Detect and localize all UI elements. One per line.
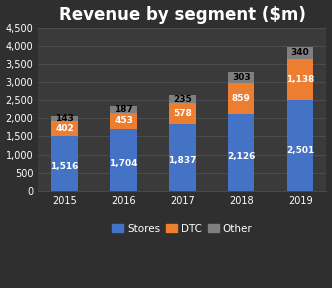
Bar [228, 72, 255, 83]
Bar [169, 124, 196, 191]
Text: 340: 340 [291, 48, 309, 57]
Bar [51, 121, 78, 136]
Text: 859: 859 [232, 94, 251, 103]
Text: 1,704: 1,704 [109, 158, 138, 168]
Bar [287, 47, 313, 59]
Text: 1,837: 1,837 [168, 156, 197, 165]
Bar [228, 83, 255, 114]
Bar [228, 114, 255, 191]
Legend: Stores, DTC, Other: Stores, DTC, Other [108, 219, 257, 238]
Text: 402: 402 [55, 124, 74, 133]
Bar [51, 136, 78, 191]
Text: 303: 303 [232, 73, 251, 82]
Bar [51, 116, 78, 121]
Text: 2,126: 2,126 [227, 152, 255, 161]
Bar [110, 129, 137, 191]
Text: 187: 187 [114, 105, 133, 114]
Bar [110, 113, 137, 129]
Text: 2,501: 2,501 [286, 145, 314, 155]
Bar [110, 106, 137, 113]
Text: 578: 578 [173, 109, 192, 118]
Text: 453: 453 [114, 116, 133, 125]
Bar [169, 103, 196, 124]
Bar [169, 95, 196, 103]
Text: 235: 235 [173, 94, 192, 104]
Text: 143: 143 [55, 114, 74, 123]
Title: Revenue by segment ($m): Revenue by segment ($m) [59, 5, 306, 24]
Bar [287, 100, 313, 191]
Text: 1,138: 1,138 [286, 75, 314, 84]
Text: 1,516: 1,516 [50, 162, 79, 170]
Bar [287, 59, 313, 100]
